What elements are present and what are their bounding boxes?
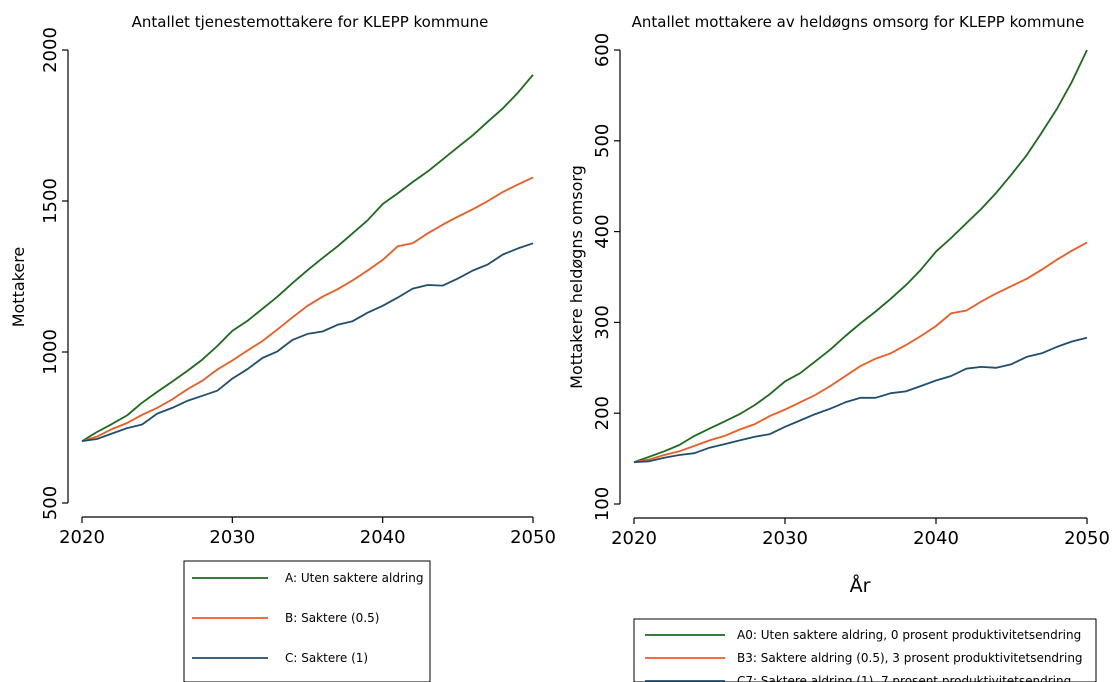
y-tick-label: 500 <box>592 124 613 158</box>
chart-title: Antallet mottakere av heldøgns omsorg fo… <box>632 13 1085 31</box>
y-tick-label: 500 <box>40 486 61 520</box>
legend-label: A0: Uten saktere aldring, 0 prosent prod… <box>737 628 1081 642</box>
y-tick-label: 600 <box>592 33 613 67</box>
legend-label: C7: Saktere aldring (1), 7 prosent produ… <box>737 674 1071 682</box>
x-axis-label: År <box>850 574 871 597</box>
x-tick-label: 2050 <box>1064 528 1110 549</box>
y-axis-label: Mottakere heldøgns omsorg <box>567 165 586 389</box>
legend-label: C: Saktere (1) <box>285 651 368 665</box>
series-line <box>633 336 1088 464</box>
y-tick-label: 1000 <box>40 329 61 375</box>
y-tick-label: 100 <box>592 487 613 521</box>
x-tick-label: 2040 <box>913 528 959 549</box>
x-tick-label: 2040 <box>360 527 406 548</box>
axes: 100 200 300 400 500 600 2020 2030 2040 2050 <box>592 33 1110 549</box>
legend: A0: Uten saktere aldring, 0 prosent prod… <box>633 618 1097 682</box>
x-tick-label: 2030 <box>762 528 808 549</box>
legend-label: B3: Saktere aldring (0.5), 3 prosent pro… <box>737 651 1083 665</box>
x-tick-label: 2020 <box>611 528 657 549</box>
chart-title: Antallet tjenestemottakere for KLEPP kom… <box>132 13 489 31</box>
y-tick-label: 300 <box>592 305 613 339</box>
y-tick-label: 1500 <box>40 178 61 224</box>
axes: 500 1000 1500 2000 2020 2030 2040 2050 <box>40 27 556 548</box>
series-lines <box>81 74 534 442</box>
x-tick-label: 2020 <box>59 527 105 548</box>
series-line <box>633 49 1088 464</box>
series-line <box>81 242 534 442</box>
legend-label: B: Saktere (0.5) <box>285 611 379 625</box>
y-axis-label: Mottakere <box>9 247 28 328</box>
series-line <box>81 74 534 442</box>
series-line <box>81 176 534 442</box>
legend-box <box>633 618 1097 682</box>
legend-box <box>183 560 431 682</box>
y-tick-label: 400 <box>592 214 613 248</box>
legend: A: Uten saktere aldring B: Saktere (0.5) C… <box>183 560 431 682</box>
series-lines <box>633 49 1088 464</box>
chart-left: Antallet tjenestemottakere for KLEPP kom… <box>9 13 556 682</box>
y-tick-label: 200 <box>592 396 613 430</box>
x-tick-label: 2050 <box>510 527 556 548</box>
series-line <box>633 241 1088 464</box>
x-tick-label: 2030 <box>209 527 255 548</box>
y-tick-label: 2000 <box>40 27 61 73</box>
chart-right: Antallet mottakere av heldøgns omsorg fo… <box>567 13 1110 682</box>
legend-label: A: Uten saktere aldring <box>285 571 423 585</box>
